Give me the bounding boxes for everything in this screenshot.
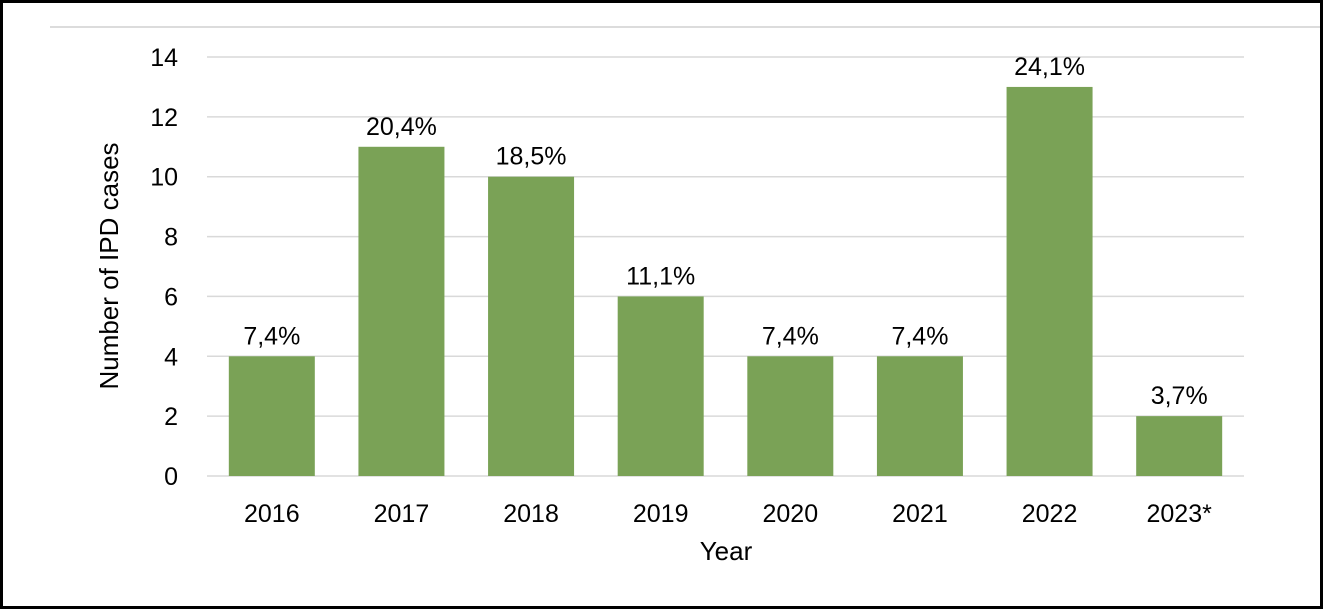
y-tick-label: 14 (150, 44, 178, 72)
data-label: 7,4% (243, 322, 300, 350)
data-label: 11,1% (626, 262, 695, 290)
x-tick-label: 2016 (244, 500, 300, 528)
y-tick-label: 4 (164, 343, 178, 371)
bar-2023 (1136, 416, 1223, 476)
data-label: 3,7% (1151, 382, 1208, 410)
y-tick-label: 12 (150, 104, 178, 132)
bar-2017 (358, 146, 445, 477)
x-tick-label: 2021 (892, 500, 948, 528)
bar-2018 (488, 176, 575, 476)
x-tick-label: 2020 (763, 500, 819, 528)
data-label: 20,4% (366, 113, 437, 141)
data-label: 24,1% (1014, 53, 1085, 81)
data-label: 18,5% (496, 143, 567, 171)
x-tick-label: 2023* (1147, 500, 1213, 528)
data-label: 7,4% (891, 322, 948, 350)
data-label: 7,4% (762, 322, 819, 350)
y-tick-label: 8 (164, 224, 178, 252)
x-axis-label: Year (700, 536, 753, 566)
x-tick-label: 2017 (374, 500, 430, 528)
y-tick-label: 6 (164, 283, 178, 311)
y-tick-label: 10 (150, 164, 178, 192)
bar-2021 (876, 356, 963, 476)
bar-2020 (747, 356, 834, 476)
y-tick-label: 0 (164, 463, 178, 491)
bar-2016 (228, 356, 315, 476)
x-tick-label: 2018 (503, 500, 559, 528)
y-axis-label: Number of IPD cases (94, 142, 124, 389)
y-tick-label: 2 (164, 403, 178, 431)
x-tick-label: 2019 (633, 500, 689, 528)
x-tick-label: 2022 (1022, 500, 1078, 528)
bar-2019 (617, 296, 704, 476)
bar-2022 (1006, 86, 1093, 476)
